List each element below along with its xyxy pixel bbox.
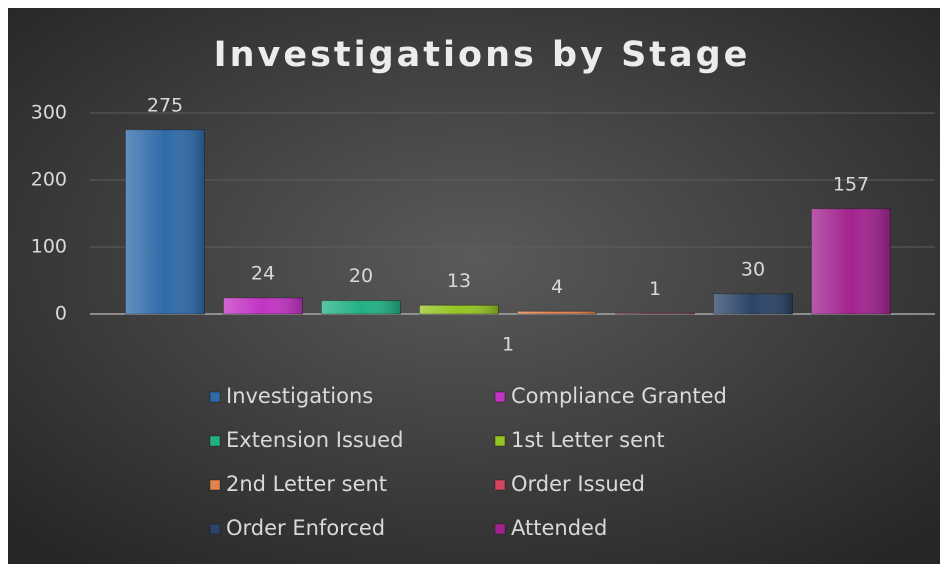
- legend-label: Extension Issued: [226, 428, 403, 452]
- legend-swatch: [494, 391, 506, 403]
- bar: [713, 293, 793, 315]
- value-label: 20: [349, 265, 373, 287]
- value-label: 1: [649, 278, 661, 300]
- bar: [615, 312, 695, 315]
- legend-swatch: [494, 479, 506, 491]
- y-tick-label: 300: [31, 102, 67, 124]
- value-label: 13: [447, 270, 471, 292]
- value-label: 4: [551, 276, 563, 298]
- value-label: 157: [833, 173, 869, 195]
- legend-label: Compliance Granted: [511, 384, 727, 408]
- bar: [811, 208, 891, 315]
- y-tick-label: 200: [31, 169, 67, 191]
- legend-label: Order Enforced: [226, 516, 385, 540]
- legend-swatch: [209, 435, 221, 447]
- value-label: 24: [251, 262, 275, 284]
- legend-label: 1st Letter sent: [511, 428, 665, 452]
- chart-title: Investigations by Stage: [214, 35, 751, 75]
- y-tick-label: 100: [31, 236, 67, 258]
- value-label: 30: [741, 258, 765, 280]
- legend-swatch: [494, 435, 506, 447]
- y-tick-label: 0: [55, 303, 67, 325]
- bar: [125, 129, 205, 315]
- legend-label: Order Issued: [511, 472, 645, 496]
- bar: [419, 304, 499, 315]
- x-tick-label: 1: [502, 334, 514, 356]
- bar: [517, 310, 597, 315]
- legend-swatch: [494, 523, 506, 535]
- legend-label: 2nd Letter sent: [226, 472, 387, 496]
- bar: [223, 297, 303, 315]
- legend-swatch: [209, 391, 221, 403]
- legend-swatch: [209, 479, 221, 491]
- legend-swatch: [209, 523, 221, 535]
- legend-label: Investigations: [226, 384, 373, 408]
- value-label: 275: [147, 94, 183, 116]
- bar: [321, 300, 401, 315]
- legend-label: Attended: [511, 516, 607, 540]
